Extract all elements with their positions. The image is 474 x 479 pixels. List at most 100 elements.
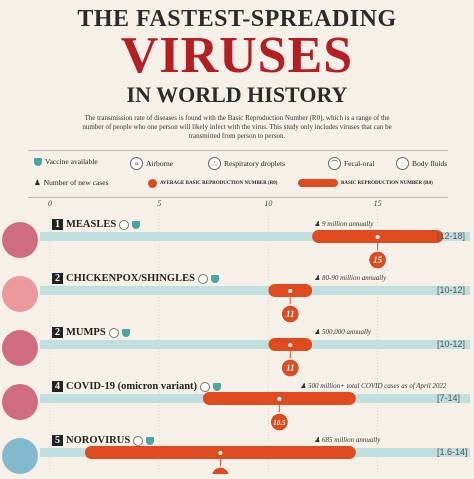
transmission-icon [119, 219, 130, 230]
cases-value: 685 million annually [322, 436, 381, 444]
legend: Vaccine available ≈ Airborne ∴ Respirato… [28, 150, 448, 198]
vaccine-icon [132, 220, 141, 229]
virus-name-row: 4 COVID-19 (omicron variant) [52, 381, 222, 392]
cases-text: ♟ 500,000 annually [314, 328, 371, 336]
track-bar [40, 232, 470, 241]
tick-label: 0 [48, 199, 52, 208]
transmission-icon [133, 435, 144, 446]
legend-avg: AVERAGE BASIC REPRODUCTION NUMBER (R0) [148, 179, 277, 188]
rank-badge: 1 [52, 219, 63, 230]
track-bar [40, 286, 470, 295]
legend-airborne-label: Airborne [146, 159, 174, 168]
virus-image [2, 276, 38, 312]
person-icon: ♟ [314, 274, 321, 282]
range-label: [12-18] [437, 231, 465, 241]
rank-badge: 2 [52, 273, 63, 284]
legend-vaccine: Vaccine available [34, 157, 98, 166]
cases-value: 500 million+ total COVID cases as of Apr… [308, 382, 447, 390]
virus-image [2, 330, 38, 366]
legend-cases: ♟ Number of new cases [34, 178, 109, 187]
virus-name-row: 2 CHICKENPOX/SHINGLES [52, 273, 219, 284]
range-label: [1.6-14] [437, 447, 468, 457]
person-icon: ♟ [300, 382, 307, 390]
avg-marker [375, 235, 380, 239]
vaccine-icon [210, 274, 219, 283]
virus-name-row: 2 MUMPS [52, 327, 130, 338]
avg-dot-icon [148, 179, 157, 188]
tick-label: 5 [157, 199, 161, 208]
avg-dot [280, 358, 300, 378]
chart-svg: 0 5 10 1515[12-18]11[10-12]11[10-12]10.5[7-… [2, 199, 470, 479]
transmission-icon [197, 273, 208, 284]
avg-label: 11 [286, 363, 295, 373]
person-icon: ♟ [314, 328, 321, 336]
cases-text: ♟ 685 million annually [314, 436, 380, 444]
vaccine-icon [213, 382, 222, 391]
tick-label: 10 [264, 199, 272, 208]
title-line-2: VIRUSES [120, 27, 354, 84]
virus-image [2, 438, 38, 474]
title-line-3: IN WORLD HISTORY [126, 82, 348, 107]
rank-badge: 2 [52, 327, 63, 338]
legend-range: BASIC REPRODUCTION NUMBER (R0) [298, 179, 433, 187]
legend-airborne: ≈ Airborne [130, 157, 173, 170]
droplets-icon: ∴ [208, 157, 221, 170]
legend-fluids: ◌ Body fluids [396, 157, 447, 170]
range-label: [10-12] [437, 339, 465, 349]
chart: 0 5 10 15 15 [12-18] 11 [10-12] 11 [10-12] 10.5 [7-… [0, 196, 474, 479]
legend-fecal: ⌒ Fecal-oral [328, 157, 374, 170]
virus-name: COVID-19 (omicron variant) [66, 381, 198, 392]
virus-name: MUMPS [66, 327, 106, 338]
avg-marker [218, 451, 223, 455]
legend-avg-label: AVERAGE BASIC REPRODUCTION NUMBER (R0) [160, 181, 278, 186]
legend-respiratory-label: Respiratory droplets [224, 159, 286, 168]
rank-badge: 5 [52, 435, 63, 446]
legend-fluids-label: Body fluids [412, 159, 448, 168]
person-icon: ♟ [34, 178, 41, 187]
cases-text: ♟ 80-90 million annually [314, 274, 386, 282]
range-label: [7-14] [437, 393, 460, 403]
cases-text: ♟ 500 million+ total COVID cases as of A… [300, 382, 446, 390]
avg-marker [288, 343, 293, 347]
avg-dot [280, 304, 300, 324]
virus-image [2, 384, 38, 420]
virus-name-row: 5 NOROVIRUS [52, 435, 155, 446]
vaccine-icon [121, 328, 130, 337]
rank-badge: 4 [52, 381, 63, 392]
virus-name: NOROVIRUS [66, 435, 131, 446]
avg-label: 11 [286, 309, 295, 319]
avg-marker [288, 289, 293, 293]
track-bar [40, 340, 470, 349]
cases-value: 500,000 annually [322, 328, 372, 336]
virus-name-row: 1 MEASLES [52, 219, 141, 230]
avg-dot [210, 466, 230, 479]
avg-label: 10.5 [273, 419, 286, 427]
cases-value: 9 million annually [322, 220, 374, 228]
virus-image [2, 222, 38, 258]
vaccine-icon [146, 436, 155, 445]
cases-text: ♟ 9 million annually [314, 220, 373, 228]
fecal-oral-icon: ⌒ [328, 157, 341, 170]
shield-icon [34, 157, 42, 166]
legend-respiratory: ∴ Respiratory droplets [208, 157, 285, 170]
avg-label: 15 [373, 255, 383, 265]
virus-name: MEASLES [66, 219, 117, 230]
transmission-icon [200, 381, 211, 392]
person-icon: ♟ [314, 220, 321, 228]
avg-marker [277, 397, 282, 401]
body-fluids-icon: ◌ [396, 157, 409, 170]
cases-value: 80-90 million annually [322, 274, 387, 282]
airborne-icon: ≈ [130, 157, 143, 170]
avg-dot [368, 250, 388, 270]
virus-name: CHICKENPOX/SHINGLES [66, 273, 195, 284]
description: The transmission rate of diseases is fou… [82, 114, 392, 140]
transmission-icon [108, 327, 119, 338]
legend-range-label: BASIC REPRODUCTION NUMBER (R0) [341, 180, 433, 186]
tick-label: 15 [374, 199, 382, 208]
person-icon: ♟ [314, 436, 321, 444]
range-label: [10-12] [437, 285, 465, 295]
title-line-1: THE FASTEST-SPREADING [77, 6, 397, 32]
avg-dot [269, 412, 289, 432]
legend-fecal-label: Fecal-oral [344, 159, 375, 168]
legend-vaccine-label: Vaccine available [45, 157, 98, 166]
